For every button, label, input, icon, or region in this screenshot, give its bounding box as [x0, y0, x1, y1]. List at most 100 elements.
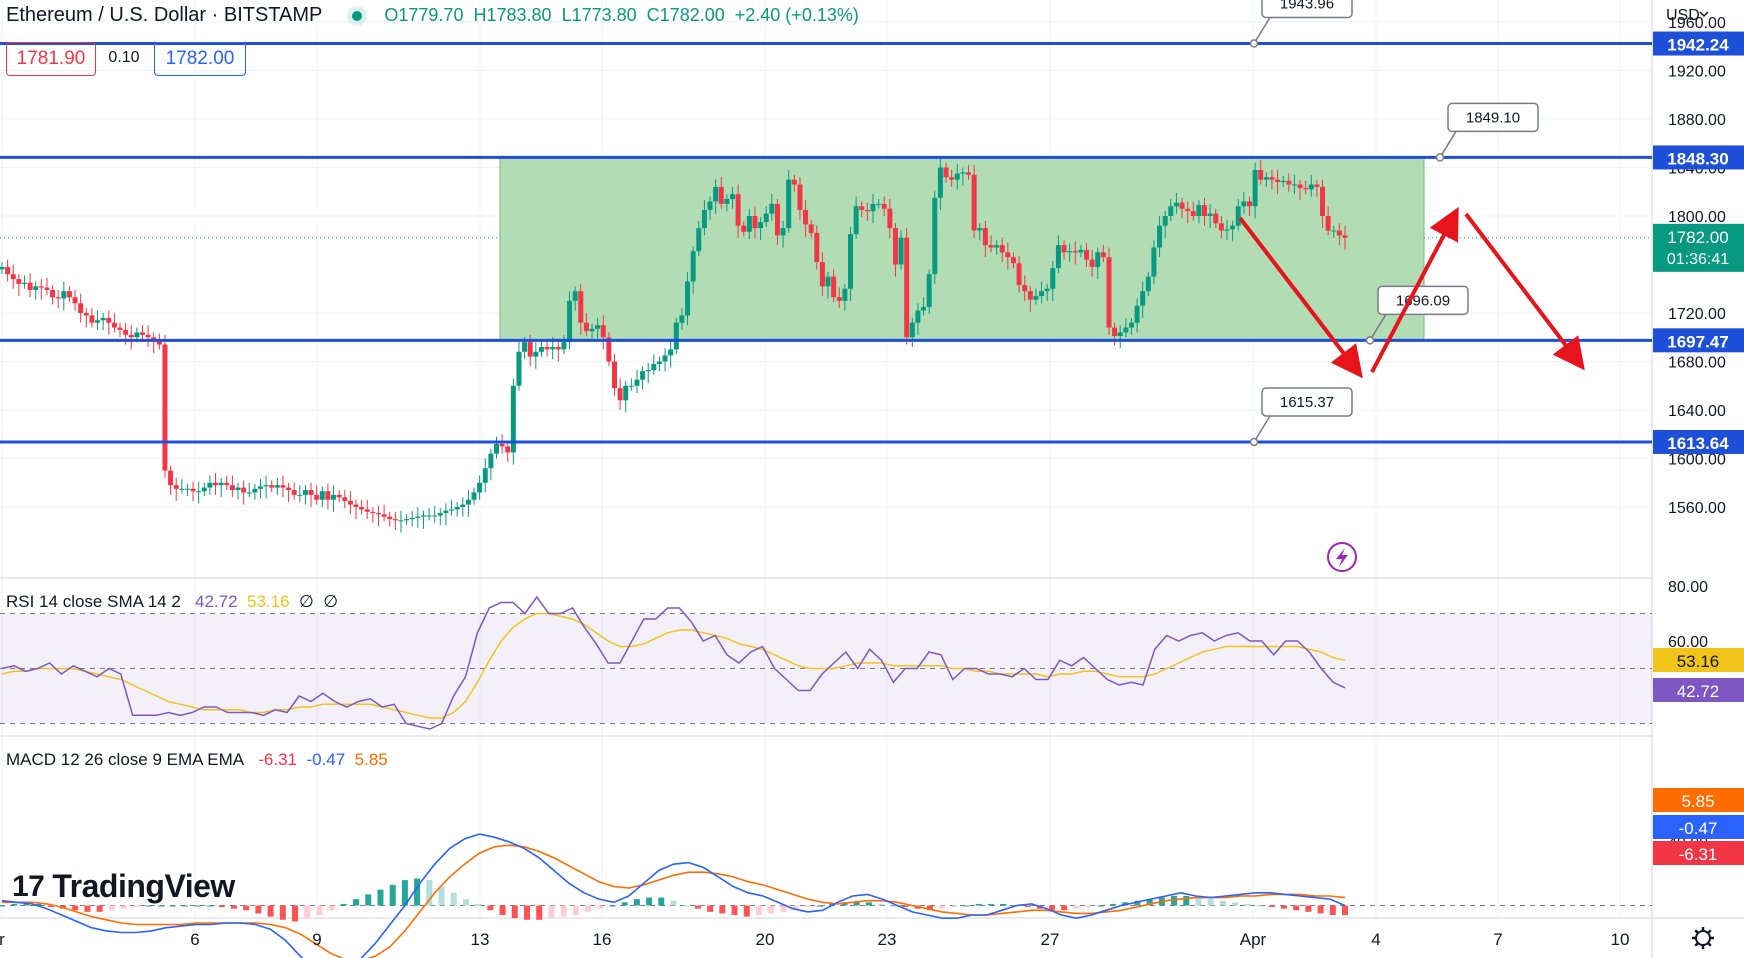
currency-menu: USD [1666, 7, 1700, 24]
rsi-legend[interactable]: RSI 14 close SMA 14 2 42.72 53.16 ∅ ∅ [6, 592, 338, 612]
candle-body [1246, 201, 1252, 207]
candle-body [763, 213, 769, 223]
candle-body [848, 234, 854, 289]
callout-pointer [1253, 17, 1271, 44]
candle-body [100, 317, 106, 321]
candle-body [1179, 202, 1185, 209]
candle-body [909, 322, 915, 338]
candle-body [364, 509, 370, 512]
macd-histogram-bar [1280, 905, 1287, 909]
candle-body [831, 276, 837, 298]
rsi-sma-value: 53.16 [247, 592, 290, 611]
candle-body [769, 203, 775, 214]
candle-body [1078, 249, 1084, 253]
candle-body [713, 186, 719, 202]
candle-body [179, 488, 185, 490]
callout-label: 1849.10 [1466, 109, 1520, 126]
candle-body [1263, 177, 1269, 180]
candle-body [0, 266, 5, 270]
price-tick-label: 1960.00 [1668, 15, 1726, 32]
candle-body [1275, 179, 1281, 183]
rsi-value-label: 42.72 [1677, 682, 1720, 701]
candle-body [168, 470, 174, 486]
time-axis[interactable]: r 6 9 13 16 20 23 27 Apr 4 7 10 [0, 930, 1629, 949]
candle-body [443, 510, 449, 514]
level-axis-tag [1653, 328, 1744, 353]
candle-body [224, 482, 230, 486]
rsi-value: 42.72 [195, 592, 238, 611]
callout-box [1377, 285, 1469, 316]
candle-body [555, 346, 561, 350]
candle-body [1331, 230, 1337, 232]
sell-price-button[interactable]: 1781.90 [6, 42, 96, 76]
candle-body [173, 485, 179, 489]
macd-histogram-bar [548, 905, 555, 919]
exchange-name: BITSTAMP [223, 4, 323, 26]
candle-body [645, 369, 651, 372]
candle-body [1308, 184, 1314, 190]
macd-histogram-bar [1000, 903, 1007, 906]
macd-line-value: -0.47 [306, 750, 346, 769]
candle-body [988, 245, 994, 248]
candle-body [499, 443, 505, 447]
level-axis-label: 1848.30 [1667, 149, 1728, 168]
symbol-header: Ethereum / U.S. Dollar · BITSTAMP O1779.… [6, 4, 859, 27]
candle-body [477, 482, 483, 493]
symbol-title[interactable]: Ethereum / U.S. Dollar [6, 4, 207, 26]
macd-histogram-bar [755, 905, 762, 916]
price-tick-label: 1560.00 [1668, 500, 1726, 517]
macd-histogram-bar [963, 905, 970, 907]
callout-pointer [1439, 131, 1457, 158]
candle-body [842, 288, 848, 301]
macd-histogram-bar [1183, 895, 1190, 906]
candle-body [994, 245, 1000, 248]
candle-body [656, 361, 662, 364]
candle-body [359, 507, 365, 510]
candle-body [409, 517, 415, 520]
candle-body [1230, 225, 1236, 230]
candle-body [218, 482, 224, 486]
candle-body [1112, 327, 1118, 337]
macd-histogram-bar [1195, 897, 1202, 906]
candle-body [999, 245, 1005, 253]
candle-body [1286, 180, 1292, 185]
macd-histogram-bar [340, 903, 347, 906]
macd-histogram-bar [1232, 902, 1239, 906]
callout-label: 1943.96 [1280, 0, 1334, 13]
macd-histogram-bar [707, 905, 714, 912]
macd-histogram-bar [878, 903, 885, 906]
candle-body [10, 274, 16, 280]
range-zone [499, 156, 1425, 341]
candle-body [1022, 285, 1028, 292]
rsi-value-tag [1653, 678, 1744, 702]
candle-body [1173, 202, 1179, 207]
level-axis-label: 1942.24 [1667, 36, 1729, 55]
lightning-icon-bolt [1336, 548, 1348, 567]
candle-body [16, 279, 22, 284]
macd-histogram-bar [279, 905, 286, 920]
candle-body [673, 322, 679, 350]
price-axis[interactable]: 1960.001920.001880.001840.001800.001720.… [1653, 15, 1744, 958]
candle-body [493, 443, 499, 454]
logo-text: TradingView [52, 868, 235, 904]
countdown-label: 01:36:41 [1667, 251, 1729, 268]
candle-body [966, 172, 972, 175]
buy-price-button[interactable]: 1782.00 [154, 42, 246, 76]
candle-body [1258, 169, 1264, 180]
candle-body [735, 194, 741, 226]
candle-body [1320, 186, 1326, 216]
candle-body [1207, 213, 1213, 216]
tradingview-logo: 17 TradingView [12, 868, 235, 905]
time-tick-label: 7 [1493, 930, 1502, 949]
candle-body [550, 346, 556, 350]
macd-histogram-bar [487, 905, 494, 911]
candle-body [1342, 235, 1348, 238]
candle-body [960, 172, 966, 174]
candle-body [1157, 225, 1163, 248]
candle-body [538, 346, 544, 352]
macd-legend[interactable]: MACD 12 26 close 9 EMA EMA -6.31 -0.47 5… [6, 750, 388, 770]
time-tick-label: 9 [312, 930, 321, 949]
level-axis-tag [1653, 145, 1744, 170]
